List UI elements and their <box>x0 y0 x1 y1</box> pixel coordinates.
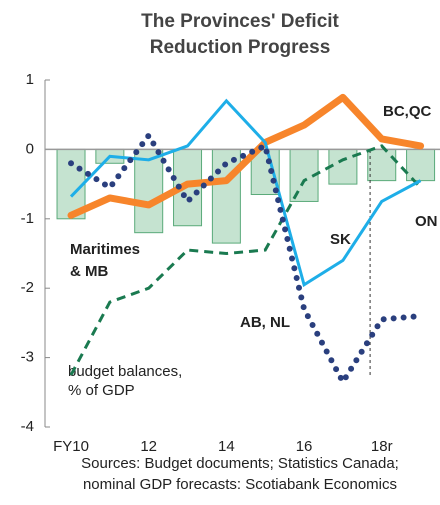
series-label: SK <box>330 231 351 248</box>
chart-title: Reduction Progress <box>150 37 331 58</box>
y-tick-label: 0 <box>26 140 34 157</box>
series-label: AB, NL <box>240 314 290 331</box>
series-label: ON <box>415 213 438 230</box>
y-tick-label: -2 <box>21 279 34 296</box>
bar <box>134 148 164 234</box>
line-series <box>68 130 424 388</box>
x-tick-label: 18r <box>371 438 393 455</box>
x-tick-label: FY10 <box>53 438 89 455</box>
axis-note: budget balances, <box>68 363 182 380</box>
bar <box>367 148 397 182</box>
y-tick-label: 1 <box>26 71 34 88</box>
x-tick-label: 14 <box>218 438 235 455</box>
axis-note: % of GDP <box>68 382 135 399</box>
y-tick-label: -3 <box>21 349 34 366</box>
y-tick-label: -4 <box>21 418 34 435</box>
y-tick-label: -1 <box>21 210 34 227</box>
series-label: Maritimes & MB <box>70 241 140 280</box>
line-series <box>67 93 425 219</box>
x-tick-label: 16 <box>296 438 313 455</box>
source-note: Sources: Budget documents; Statistics Ca… <box>81 455 399 472</box>
bar <box>211 148 241 244</box>
x-tick-label: 12 <box>140 438 157 455</box>
chart-title: The Provinces' Deficit <box>141 11 339 32</box>
series-label: BC,QC <box>383 103 432 120</box>
source-note: nominal GDP forecasts: Scotiabank Econom… <box>83 476 397 493</box>
bar <box>406 148 436 182</box>
